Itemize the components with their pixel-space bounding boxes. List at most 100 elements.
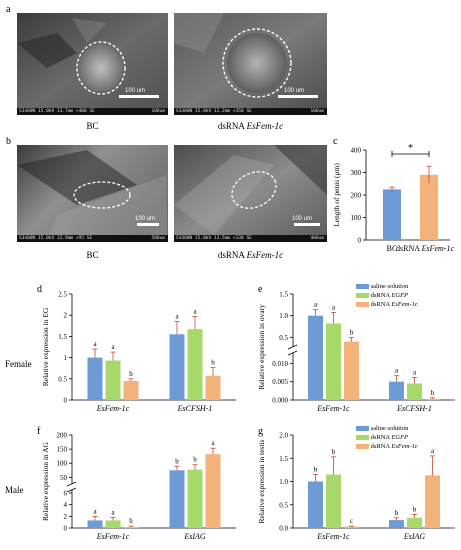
legend-label-fem-gene: EsFem-1c [391,301,418,308]
scale-label: 100 um [135,216,156,222]
x-tick-label: EsFem-1c [316,404,350,413]
y-tick-label: 4 [64,501,68,509]
axis-break-mark [287,344,298,350]
axis-break-gap [288,347,455,353]
significance-letter: b [413,506,417,514]
sem-info-scale: 500um [151,236,165,241]
y-tick-label: 300 [351,169,362,177]
significance-letter: a [332,303,336,311]
significance-letter: a [193,307,197,315]
legend-label-egfp-prefix: dsRNA [370,292,392,299]
bar [87,357,103,400]
sem-info-scale: 400um [310,236,324,241]
axis-break-mark [287,350,298,356]
bar [308,315,323,400]
y-tick-label: 50 [60,474,68,482]
bar [169,470,185,528]
legend-item: saline solution [356,283,461,292]
bar [123,380,139,400]
bar [205,375,221,400]
caption-prefix: dsRNA [217,121,247,131]
y-tick-label: 200 [57,432,68,440]
sem-info-text: S3400N 15.0kV 12.2mm ×350 SE [176,109,252,114]
caption-bc-b: BC [86,250,99,260]
significance-star: * [408,143,413,154]
bar [105,520,121,528]
caption-gene: EsFem-1c [246,121,284,131]
sem-image-b-right: 100 um S3400N 15.0kV 13.5mm ×130 SE 400um [174,145,327,242]
y-tick-label: 0.5 [279,501,288,509]
bar [407,383,422,400]
sem-texture [17,145,168,242]
legend-swatch-fem [356,444,369,450]
legend-label-fem-prefix: dsRNA [370,301,392,308]
y-tick-label: 400 [351,147,362,155]
y-axis-label: Relative expression in ovary [257,304,266,390]
significance-letter: b [175,457,179,465]
significance-letter: a [413,369,417,377]
bar [87,520,103,528]
significance-letter: a [93,340,97,348]
significance-letter: a [175,313,179,321]
panel-label-e: e [258,284,263,295]
significance-letter: a [314,301,318,309]
x-tick-prefix: dsRNA [396,244,422,253]
bar [344,341,359,400]
sem-info-text: S3400N 15.0kV 13.5mm ×130 SE [176,236,252,241]
panel-label-a: a [6,4,11,15]
x-tick-label: EsIAG [403,532,426,541]
y-tick-label: 200 [351,192,362,200]
bar [308,481,323,528]
significance-letter: a [111,343,115,351]
scale-label: 100 um [125,88,146,94]
y-tick-label: 0 [64,397,68,405]
y-tick-label: 1.0 [279,478,288,486]
sem-info-text: S3400N 15.0kV 12.9mm ×95 SE [19,236,93,241]
bar [187,469,203,528]
bar [326,323,341,400]
scale-bar [278,95,318,98]
significance-letter: c [350,517,353,525]
y-tick-label: 1.5 [279,291,288,299]
bar [326,474,341,528]
bar [389,381,404,400]
sem-info-bar: S3400N 15.0kV 12.2mm ×350 SE 100um [174,108,327,115]
legend-label-egfp-gene: EGFP [391,292,409,299]
y-tick-label: 0.000 [272,397,288,405]
legend-swatch-egfp [356,435,369,441]
x-tick-label: EsFem-1c [316,532,350,541]
legend-item: dsRNA EGFP [356,434,461,443]
legend-swatch-saline [356,426,369,432]
x-tick-label: EsCFSH-1 [177,404,213,413]
axis-break-mark [66,481,77,487]
y-tick-label: 1.5 [58,333,67,341]
x-tick-label: dsRNA EsFem-1c [396,244,454,253]
panel-label-c: c [333,136,338,147]
caption-bc-a: BC [86,121,99,131]
significance-letter: b [129,370,133,378]
panel-label-f: f [37,426,41,437]
legend-item: saline solution [356,425,461,434]
legend-swatch-saline [356,284,369,290]
legend-item: dsRNA EGFP [356,292,461,301]
panel-label-b: b [6,136,11,147]
female-label: Female [5,359,32,369]
x-tick-label: EsFem-1c [96,532,130,541]
sem-info-scale: 100um [310,109,324,114]
y-tick-label: 0.005 [272,378,288,386]
y-tick-label: 1 [64,354,68,362]
y-tick-label: 100 [351,214,362,222]
x-tick-label: EsIAG [183,532,206,541]
bar [169,334,185,400]
sem-info-bar: S3400N 15.0kV 13.7mm ×400 SE 100um [17,108,168,115]
chart-c: 0 100 200 300 400 Length of penis (μm) BCdsRNA… [332,143,454,253]
y-tick-label: 1.0 [279,312,288,320]
legend-item: dsRNA EsFem-1c [356,443,461,452]
significance-letter: b [211,358,215,366]
legend-bottom: saline solution dsRNA EGFP dsRNA EsFem-1… [356,425,461,452]
chart-f: 0 2 4 6 50 100 150 200 Relative expression in AG… [41,432,236,541]
y-tick-label: 100 [57,460,68,468]
panel-label-d: d [37,284,42,295]
chart-g: 0.0 0.5 1.0 1.5 2.0 Relative expression in te… [257,432,455,541]
bar [105,360,121,400]
